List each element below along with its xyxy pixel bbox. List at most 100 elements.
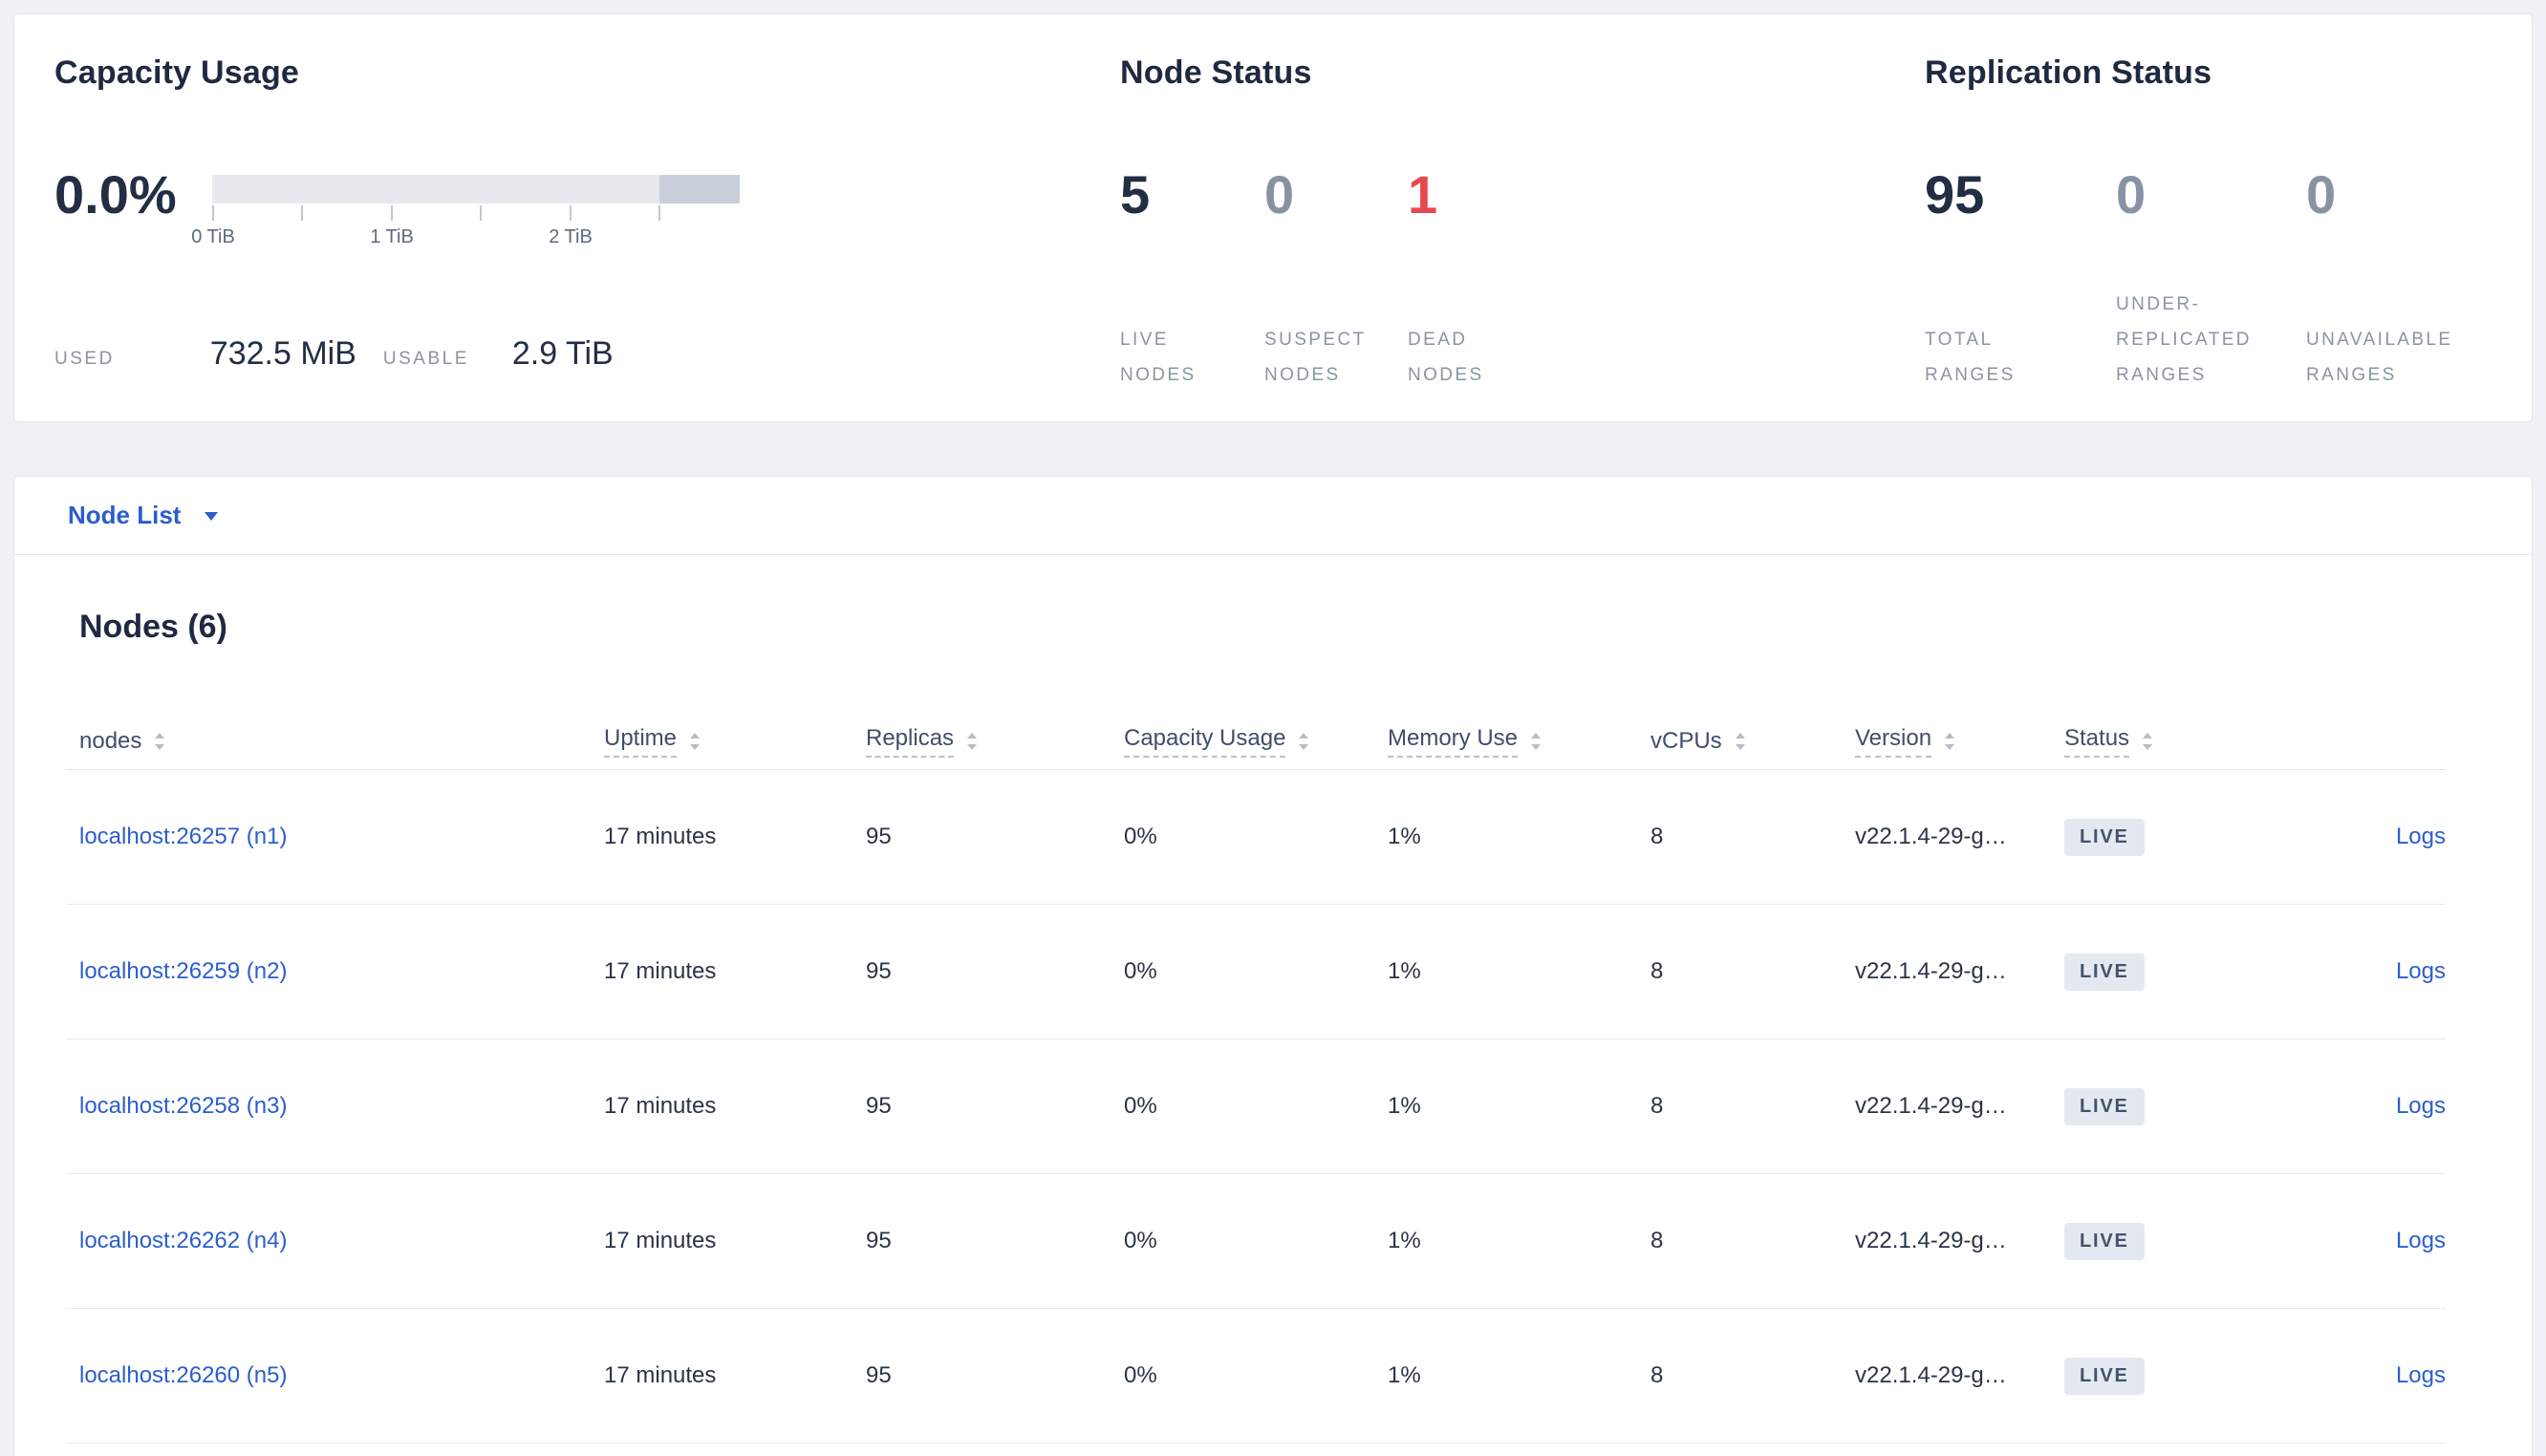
replication-status-title: Replication Status xyxy=(1925,54,2212,91)
total-ranges-count: 95 xyxy=(1925,164,1985,225)
vcpus-cell: 8 xyxy=(1651,958,1664,984)
cluster-summary-card: Capacity Usage 0.0% 0 TiB 1 TiB 2 TiB US… xyxy=(13,13,2533,422)
chevron-down-icon xyxy=(202,509,221,523)
live-nodes-count: 5 xyxy=(1120,164,1151,225)
table-row: localhost:26258 (n3) 17 minutes 95 0% 1%… xyxy=(66,1039,2446,1174)
memory-cell: 1% xyxy=(1388,1362,1421,1388)
node-list-card: Node List Nodes (6) nodes Uptime Replica… xyxy=(13,476,2533,1456)
nodes-table-section: Nodes (6) nodes Uptime Replicas Capacity… xyxy=(14,555,2532,1444)
capacity-usage-section: Capacity Usage 0.0% 0 TiB 1 TiB 2 TiB US… xyxy=(54,14,915,421)
vcpus-cell: 8 xyxy=(1651,1228,1664,1253)
under-replicated-ranges-label: UNDER-REPLICATED RANGES xyxy=(2116,294,2252,385)
table-row: localhost:26260 (n5) 17 minutes 95 0% 1%… xyxy=(66,1309,2446,1444)
tick-label-0tib: 0 TiB xyxy=(191,226,235,247)
column-header-status[interactable]: Status xyxy=(2051,725,2247,758)
sort-icon xyxy=(153,731,166,752)
dead-nodes-label: DEAD NODES xyxy=(1408,330,1484,385)
column-header-vcpus[interactable]: vCPUs xyxy=(1637,728,1842,755)
status-badge: LIVE xyxy=(2064,1087,2145,1125)
memory-cell: 1% xyxy=(1388,958,1421,984)
node-list-dropdown[interactable]: Node List xyxy=(14,477,2532,555)
uptime-cell: 17 minutes xyxy=(604,958,717,984)
used-label: USED xyxy=(54,349,115,369)
capacity-bar-reserved-segment xyxy=(659,175,740,203)
vcpus-cell: 8 xyxy=(1651,1093,1664,1119)
total-ranges-label: TOTAL RANGES xyxy=(1925,330,2016,385)
dead-nodes-count: 1 xyxy=(1408,164,1438,225)
column-header-replicas[interactable]: Replicas xyxy=(852,725,1111,758)
under-replicated-ranges-count: 0 xyxy=(2116,164,2147,225)
suspect-nodes-stat: 0 SUSPECT NODES xyxy=(1264,14,1408,421)
capacity-bar-track xyxy=(212,175,740,203)
node-list-dropdown-label: Node List xyxy=(68,501,182,529)
replicas-cell: 95 xyxy=(866,824,892,849)
usable-value: 2.9 TiB xyxy=(511,335,614,372)
node-link[interactable]: localhost:26258 (n3) xyxy=(79,1093,288,1119)
usable-label: USABLE xyxy=(382,349,469,369)
table-header-row: nodes Uptime Replicas Capacity Usage Mem… xyxy=(66,713,2446,770)
sort-icon xyxy=(965,731,979,752)
node-link[interactable]: localhost:26260 (n5) xyxy=(79,1362,288,1388)
unavailable-ranges-count: 0 xyxy=(2306,164,2337,225)
tick-mark xyxy=(570,205,572,221)
version-cell: v22.1.4-29-g… xyxy=(1855,1093,2007,1119)
capacity-cell: 0% xyxy=(1124,1093,1157,1119)
tick-label-1tib: 1 TiB xyxy=(370,226,414,247)
uptime-cell: 17 minutes xyxy=(604,1228,717,1253)
unavailable-ranges-stat: 0 UNAVAILABLE RANGES xyxy=(2306,14,2516,421)
tick-mark xyxy=(301,205,303,221)
capacity-stats: USED 732.5 MiB USABLE 2.9 TiB xyxy=(54,335,614,373)
column-header-version[interactable]: Version xyxy=(1842,725,2051,758)
status-badge: LIVE xyxy=(2064,1222,2145,1260)
vcpus-cell: 8 xyxy=(1651,1362,1664,1388)
column-header-memory-use[interactable]: Memory Use xyxy=(1374,725,1637,758)
sort-icon xyxy=(1297,731,1310,752)
replicas-cell: 95 xyxy=(866,1228,892,1253)
status-badge: LIVE xyxy=(2064,953,2145,991)
logs-link[interactable]: Logs xyxy=(2395,1228,2446,1253)
sort-icon xyxy=(1734,731,1747,752)
status-badge: LIVE xyxy=(2064,818,2145,856)
unavailable-ranges-label: UNAVAILABLE RANGES xyxy=(2306,330,2453,385)
suspect-nodes-count: 0 xyxy=(1264,164,1295,225)
sort-icon xyxy=(688,731,701,752)
status-badge: LIVE xyxy=(2064,1357,2145,1395)
replicas-cell: 95 xyxy=(866,1362,892,1388)
capacity-cell: 0% xyxy=(1124,958,1157,984)
live-nodes-label: LIVE NODES xyxy=(1120,330,1197,385)
sort-icon xyxy=(2141,731,2154,752)
capacity-cell: 0% xyxy=(1124,1362,1157,1388)
sort-icon xyxy=(1943,731,1956,752)
logs-link[interactable]: Logs xyxy=(2395,1093,2446,1119)
table-row: localhost:26257 (n1) 17 minutes 95 0% 1%… xyxy=(66,770,2446,905)
uptime-cell: 17 minutes xyxy=(604,824,717,849)
capacity-cell: 0% xyxy=(1124,824,1157,849)
column-header-capacity-usage[interactable]: Capacity Usage xyxy=(1111,725,1374,758)
memory-cell: 1% xyxy=(1388,1228,1421,1253)
version-cell: v22.1.4-29-g… xyxy=(1855,958,2007,984)
version-cell: v22.1.4-29-g… xyxy=(1855,824,2007,849)
node-status-title: Node Status xyxy=(1120,54,1312,91)
version-cell: v22.1.4-29-g… xyxy=(1855,1228,2007,1253)
used-value: 732.5 MiB xyxy=(209,335,356,372)
capacity-percent: 0.0% xyxy=(54,164,177,225)
node-link[interactable]: localhost:26257 (n1) xyxy=(79,824,288,849)
column-header-nodes[interactable]: nodes xyxy=(66,728,591,755)
node-link[interactable]: localhost:26262 (n4) xyxy=(79,1228,288,1253)
uptime-cell: 17 minutes xyxy=(604,1362,717,1388)
column-header-uptime[interactable]: Uptime xyxy=(591,725,852,758)
logs-link[interactable]: Logs xyxy=(2395,1362,2446,1388)
version-cell: v22.1.4-29-g… xyxy=(1855,1362,2007,1388)
logs-link[interactable]: Logs xyxy=(2395,958,2446,984)
total-ranges-stat: 95 TOTAL RANGES xyxy=(1925,14,2116,421)
nodes-heading: Nodes (6) xyxy=(79,609,227,645)
capacity-bar: 0 TiB 1 TiB 2 TiB xyxy=(191,175,740,251)
capacity-usage-title: Capacity Usage xyxy=(54,54,300,91)
vcpus-cell: 8 xyxy=(1651,824,1664,849)
suspect-nodes-label: SUSPECT NODES xyxy=(1264,330,1367,385)
node-link[interactable]: localhost:26259 (n2) xyxy=(79,958,288,984)
logs-link[interactable]: Logs xyxy=(2395,824,2446,849)
tick-mark xyxy=(658,205,660,221)
table-row: localhost:26262 (n4) 17 minutes 95 0% 1%… xyxy=(66,1174,2446,1309)
